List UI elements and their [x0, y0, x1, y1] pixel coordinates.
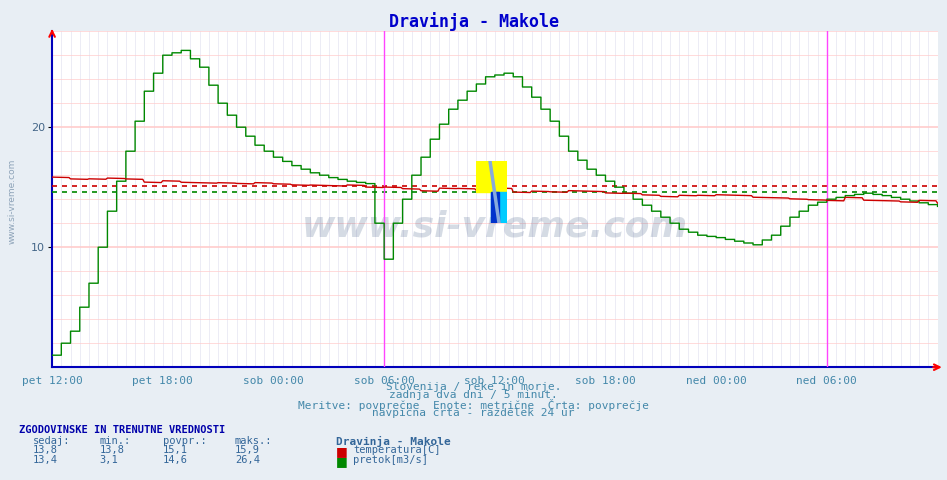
- Bar: [491, 192, 507, 223]
- Text: www.si-vreme.com: www.si-vreme.com: [302, 209, 688, 243]
- Text: sedaj:: sedaj:: [33, 436, 71, 446]
- Text: pretok[m3/s]: pretok[m3/s]: [353, 455, 428, 465]
- Text: 13,8: 13,8: [33, 445, 58, 456]
- Text: min.:: min.:: [99, 436, 131, 446]
- Text: 15,9: 15,9: [235, 445, 259, 456]
- Bar: [491, 192, 499, 223]
- Text: 13,4: 13,4: [33, 455, 58, 465]
- Text: 14,6: 14,6: [163, 455, 188, 465]
- Text: povpr.:: povpr.:: [163, 436, 206, 446]
- Text: www.si-vreme.com: www.si-vreme.com: [8, 159, 17, 244]
- Text: Dravinja - Makole: Dravinja - Makole: [336, 436, 451, 447]
- Text: 3,1: 3,1: [99, 455, 118, 465]
- Text: 26,4: 26,4: [235, 455, 259, 465]
- Text: Meritve: povprečne  Enote: metrične  Črta: povprečje: Meritve: povprečne Enote: metrične Črta:…: [298, 399, 649, 411]
- Text: ZGODOVINSKE IN TRENUTNE VREDNOSTI: ZGODOVINSKE IN TRENUTNE VREDNOSTI: [19, 425, 225, 435]
- Text: maks.:: maks.:: [235, 436, 273, 446]
- Text: 15,1: 15,1: [163, 445, 188, 456]
- Text: temperatura[C]: temperatura[C]: [353, 445, 440, 456]
- Text: navpična črta - razdelek 24 ur: navpična črta - razdelek 24 ur: [372, 408, 575, 418]
- Text: zadnja dva dni / 5 minut.: zadnja dva dni / 5 minut.: [389, 390, 558, 400]
- Text: ■: ■: [336, 445, 348, 458]
- Text: Slovenija / reke in morje.: Slovenija / reke in morje.: [385, 382, 562, 392]
- Text: Dravinja - Makole: Dravinja - Makole: [388, 12, 559, 31]
- Text: ■: ■: [336, 455, 348, 468]
- Text: 13,8: 13,8: [99, 445, 124, 456]
- Bar: [476, 161, 507, 192]
